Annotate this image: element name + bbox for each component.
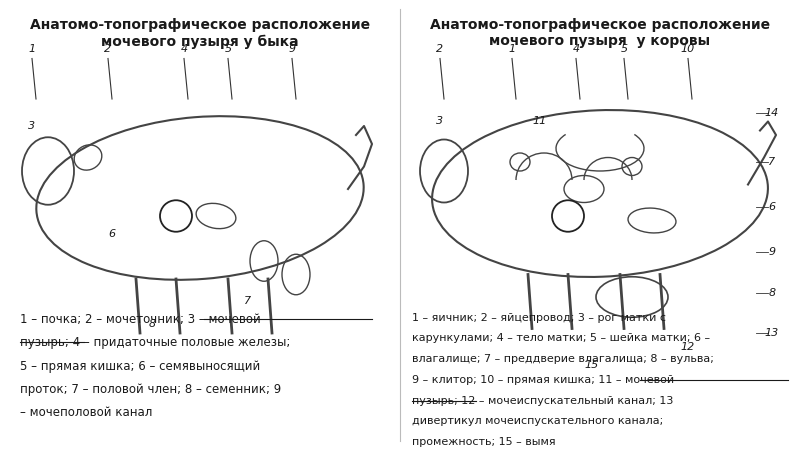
Text: 4: 4 (573, 44, 579, 54)
Text: 9: 9 (769, 247, 775, 257)
Text: проток; 7 – половой член; 8 – семенник; 9: проток; 7 – половой член; 8 – семенник; … (20, 383, 282, 396)
Text: влагалище; 7 – преддверие влагалища; 8 – вульва;: влагалище; 7 – преддверие влагалища; 8 –… (412, 354, 714, 364)
Text: 2: 2 (437, 44, 443, 54)
Text: 5 – прямая кишка; 6 – семявыносящий: 5 – прямая кишка; 6 – семявыносящий (20, 360, 260, 373)
Text: 11: 11 (533, 117, 547, 126)
Text: 12: 12 (681, 342, 695, 351)
Text: 15: 15 (585, 360, 599, 369)
Text: 7: 7 (245, 297, 251, 306)
Text: 1 – почка; 2 – мочеточник; 3 – мочевой: 1 – почка; 2 – мочеточник; 3 – мочевой (20, 313, 261, 326)
Text: 7: 7 (769, 157, 775, 167)
Text: Анатомо-топографическое расположение
мочевого пузыря  у коровы: Анатомо-топографическое расположение моч… (430, 18, 770, 48)
Text: 6: 6 (109, 229, 115, 239)
Text: 2: 2 (105, 44, 111, 54)
Text: 3: 3 (437, 117, 443, 126)
Text: 10: 10 (681, 44, 695, 54)
Text: 9: 9 (289, 44, 295, 54)
Text: Анатомо-топографическое расположение
мочевого пузыря у быка: Анатомо-топографическое расположение моч… (30, 18, 370, 49)
Text: пузырь; 4 – придаточные половые железы;: пузырь; 4 – придаточные половые железы; (20, 336, 290, 349)
Text: – мочеполовой канал: – мочеполовой канал (20, 406, 152, 419)
Text: 8: 8 (149, 319, 155, 329)
Text: 1: 1 (509, 44, 515, 54)
Text: 6: 6 (769, 202, 775, 212)
Text: пузырь; 12 – мочеиспускательный канал; 13: пузырь; 12 – мочеиспускательный канал; 1… (412, 396, 674, 405)
Text: 9 – клитор; 10 – прямая кишка; 11 – мочевой: 9 – клитор; 10 – прямая кишка; 11 – моче… (412, 375, 674, 385)
Text: 14: 14 (765, 108, 779, 117)
Text: 5: 5 (225, 44, 231, 54)
Text: 13: 13 (765, 328, 779, 338)
Text: 1 – яичник; 2 – яйцепровод; 3 – рог матки с: 1 – яичник; 2 – яйцепровод; 3 – рог матк… (412, 313, 666, 323)
Text: 8: 8 (769, 288, 775, 297)
Text: 4: 4 (181, 44, 187, 54)
Text: 1: 1 (29, 44, 35, 54)
Text: 3: 3 (29, 121, 35, 131)
Text: дивертикул мочеиспускательного канала;: дивертикул мочеиспускательного канала; (412, 416, 663, 426)
Text: карункулами; 4 – тело матки; 5 – шейка матки; 6 –: карункулами; 4 – тело матки; 5 – шейка м… (412, 333, 710, 343)
Text: промежность; 15 – вымя: промежность; 15 – вымя (412, 437, 556, 447)
Text: 5: 5 (621, 44, 627, 54)
